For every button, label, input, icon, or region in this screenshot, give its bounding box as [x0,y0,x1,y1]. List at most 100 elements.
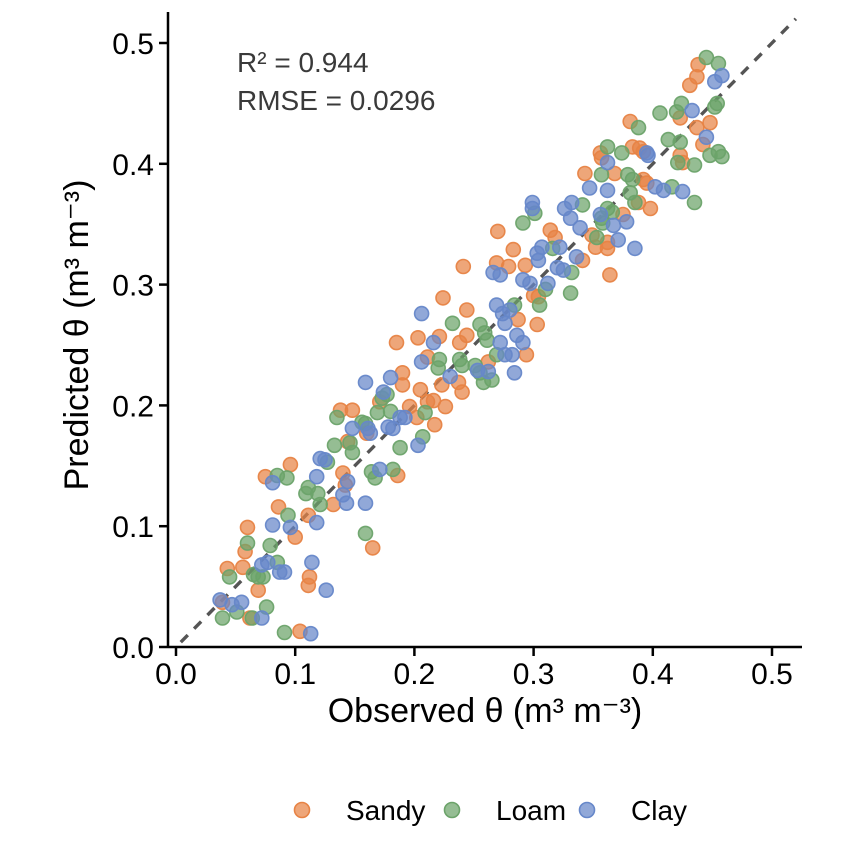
x-tick-label: 0.3 [513,658,555,691]
legend-item-loam: Loam [443,795,566,826]
data-point-clay [338,495,355,512]
data-point-loam [369,404,386,421]
data-point-loam [417,404,433,421]
data-point-clay [684,102,700,119]
data-point-sandy [394,377,411,393]
data-point-clay [605,217,622,234]
data-point-loam [627,194,643,211]
data-point-loam [344,444,361,461]
data-point-loam [392,439,408,456]
series-loam [214,49,730,641]
data-point-clay [302,625,319,642]
data-point-clay [413,305,430,322]
legend-item-clay: Clay [578,795,687,826]
data-point-clay [318,582,335,599]
data-point-clay [562,210,579,226]
data-point-clay [599,182,616,199]
data-point-clay [397,409,413,426]
series-clay [212,67,730,642]
data-point-sandy [388,334,405,351]
data-point-clay [253,610,270,626]
data-point-loam [221,569,238,585]
data-point-clay [413,354,430,370]
data-point-clay [385,420,401,437]
data-point-loam [710,143,727,160]
legend: Sandy Loam Clay [293,795,687,826]
data-point-clay [506,364,523,381]
data-point-sandy [364,540,381,556]
data-point-loam [357,525,374,542]
legend-swatch-sandy-icon [293,801,311,819]
data-point-loam [239,535,256,551]
data-point-sandy [435,290,451,306]
data-point-clay [515,334,531,351]
data-point-clay [599,154,616,171]
data-point-clay [382,369,399,386]
data-point-loam [214,610,231,626]
data-point-sandy [300,577,317,594]
data-point-sandy [529,316,546,333]
x-axis-ticks: 0.0 0.1 0.2 0.3 0.4 0.5 [155,647,793,691]
legend-item-sandy: Sandy [293,795,425,826]
data-point-loam [686,157,703,173]
y-axis-title: Predicted θ (m³ m⁻³) [58,180,96,491]
y-tick-label: 0.1 [112,511,154,544]
data-point-sandy [235,559,251,576]
data-point-loam [515,215,531,231]
data-point-clay [362,425,379,442]
data-point-loam [454,357,470,374]
data-point-sandy [517,257,534,274]
data-point-clay [674,183,691,200]
data-point-sandy [505,241,522,258]
x-tick-label: 0.0 [155,658,197,691]
data-point-loam [385,461,401,478]
y-tick-label: 0.0 [112,632,154,665]
data-point-loam [329,409,345,426]
data-point-clay [581,180,598,196]
data-point-clay [618,214,635,230]
data-point-clay [375,384,392,400]
y-tick-label: 0.4 [112,149,154,182]
data-point-clay [655,182,672,199]
data-point-sandy [642,200,659,217]
data-point-loam [672,134,689,150]
rmse-annotation: RMSE = 0.0296 [237,85,435,116]
data-point-loam [599,139,616,155]
data-point-clay [497,315,513,332]
data-point-clay [610,232,627,248]
data-point-loam [430,360,447,376]
data-point-loam [262,537,279,554]
y-tick-label: 0.3 [112,270,154,303]
data-point-clay [442,368,459,385]
data-point-sandy [489,223,506,240]
data-point-sandy [239,519,256,536]
data-point-clay [592,206,609,223]
legend-label-sandy: Sandy [346,795,425,826]
data-point-loam [562,285,579,301]
data-point-clay [698,129,715,145]
data-point-sandy [458,302,475,318]
r-squared-annotation: R² = 0.944 [237,47,369,78]
data-point-sandy [426,416,443,433]
data-point-sandy [250,582,267,599]
data-point-sandy [577,165,593,182]
data-point-loam [652,105,668,121]
data-point-clay [504,346,520,363]
data-point-sandy [437,398,454,415]
data-point-loam [444,315,461,332]
data-point-clay [522,275,538,292]
y-tick-label: 0.2 [112,390,154,423]
scatter-points [212,49,730,642]
data-point-clay [572,220,588,236]
data-point-sandy [410,329,426,346]
data-point-clay [540,275,556,292]
y-tick-label: 0.5 [112,28,154,61]
data-point-loam [276,624,293,641]
legend-label-loam: Loam [496,795,566,826]
data-point-clay [253,557,270,573]
data-point-clay [706,73,723,90]
data-point-clay [410,437,426,454]
legend-swatch-clay-icon [578,801,596,819]
